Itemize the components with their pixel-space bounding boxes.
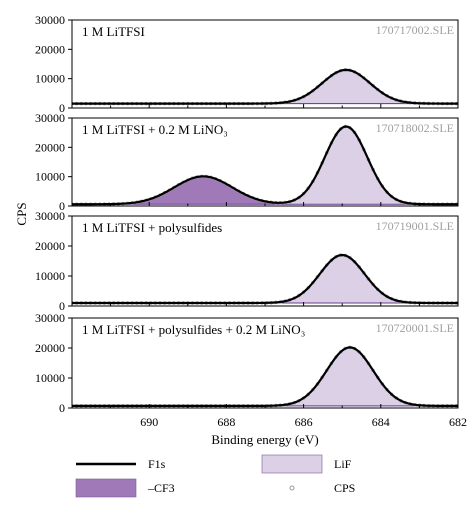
legend-label: –CF3: [147, 481, 175, 495]
panel-plot-area: [72, 345, 458, 408]
legend-label: F1s: [148, 457, 166, 471]
y-tick-label: 0: [59, 401, 65, 415]
lif-peak-fill: [72, 69, 458, 104]
legend-item-4: CPS: [289, 481, 355, 495]
y-tick-label: 30000: [35, 13, 65, 27]
panel-3: 0 10000 20000 30000 1 M LiTFSI + polysulfide…: [35, 209, 459, 313]
y-tick-label: 0: [59, 101, 65, 115]
panel-1: 0 10000 20000 30000 1 M LiTFSI 170717002.SLE: [35, 13, 459, 115]
x-tick-label: 682: [449, 415, 467, 429]
y-tick-label: 20000: [35, 140, 65, 154]
lif-peak-fill: [72, 126, 458, 205]
panel-label: 1 M LiTFSI + polysulfides: [82, 220, 222, 235]
y-tick-label: 10000: [35, 170, 65, 184]
y-tick-label: 30000: [35, 111, 65, 125]
legend-label: LiF: [334, 457, 352, 471]
legend-item-3: –CF3: [75, 478, 175, 498]
lif-peak-fill: [72, 254, 458, 304]
y-tick-label: 20000: [35, 239, 65, 253]
legend-item-1: F1s: [76, 457, 166, 471]
f1s-fit-line: [72, 346, 458, 407]
legend-swatch-marker: [289, 485, 295, 491]
y-tick-label: 0: [59, 199, 65, 213]
f1s-fit-line: [72, 68, 458, 105]
x-tick-label: 688: [217, 415, 235, 429]
y-tick-label: 30000: [35, 311, 65, 325]
legend-swatch-fill: [75, 478, 137, 498]
panel-plot-area: [72, 124, 458, 206]
panel-file-name: 170719001.SLE: [376, 219, 454, 233]
y-tick-label: 20000: [35, 42, 65, 56]
panel-label: 1 M LiTFSI + polysulfides + 0.2 M LiNO₃: [82, 322, 305, 337]
x-tick-label: 686: [295, 415, 313, 429]
panel-2: 0 10000 20000 30000 1 M LiTFSI + 0.2 M LiNO₃…: [35, 111, 459, 213]
x-tick-label: 684: [372, 415, 390, 429]
y-tick-label: 10000: [35, 269, 65, 283]
legend-swatch-fill: [261, 454, 323, 474]
panel-file-name: 170720001.SLE: [376, 321, 454, 335]
legend: F1s LiF –CF3 CPS: [75, 454, 355, 498]
y-axis-title: CPS: [14, 202, 29, 225]
y-tick-label: 0: [59, 299, 65, 313]
panel-plot-area: [72, 253, 458, 305]
panel-label: 1 M LiTFSI + 0.2 M LiNO₃: [82, 122, 228, 137]
x-tick-label: 690: [140, 415, 158, 429]
y-tick-label: 20000: [35, 341, 65, 355]
lif-peak-fill: [72, 347, 458, 407]
legend-item-2: LiF: [261, 454, 352, 474]
panel-file-name: 170717002.SLE: [376, 23, 454, 37]
legend-label: CPS: [334, 481, 355, 495]
panel-4: 0 10000 20000 30000 1 M LiTFSI + polysulfide…: [35, 311, 459, 415]
f1s-fit-line: [72, 253, 458, 305]
panel-label: 1 M LiTFSI: [82, 24, 145, 39]
y-tick-label: 30000: [35, 209, 65, 223]
x-axis-title: Binding energy (eV): [211, 432, 318, 447]
panel-plot-area: [72, 68, 458, 106]
y-tick-label: 10000: [35, 371, 65, 385]
f1s-fit-line: [72, 125, 458, 206]
panel-file-name: 170718002.SLE: [376, 121, 454, 135]
y-tick-label: 10000: [35, 72, 65, 86]
